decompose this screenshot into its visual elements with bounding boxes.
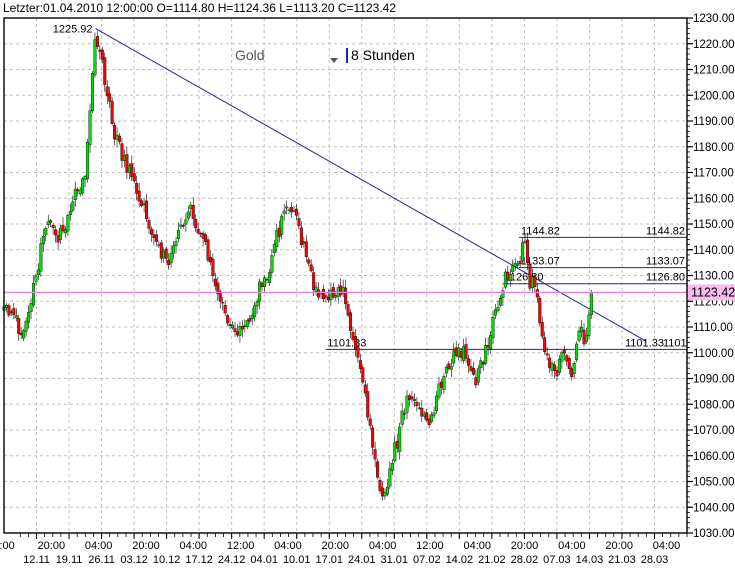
- svg-text:20:00: 20:00: [511, 540, 539, 552]
- svg-text:1170.00: 1170.00: [693, 168, 734, 180]
- svg-text:04:00: 04:00: [558, 540, 586, 552]
- svg-text:07.02: 07.02: [413, 554, 441, 566]
- svg-text:1101.33: 1101.33: [625, 337, 664, 349]
- svg-text:24.12: 24.12: [218, 554, 246, 566]
- svg-text:1160.00: 1160.00: [693, 193, 734, 205]
- svg-text:04:00: 04:00: [463, 540, 491, 552]
- svg-text:12.11: 12.11: [23, 554, 50, 566]
- svg-text:1101.33: 1101.33: [327, 337, 366, 349]
- svg-text:1144.82: 1144.82: [646, 225, 685, 237]
- svg-text:14.03: 14.03: [576, 554, 604, 566]
- svg-text:1190.00: 1190.00: [693, 116, 734, 128]
- svg-text:1133.07: 1133.07: [646, 256, 685, 268]
- svg-text:04:00: 04:00: [180, 540, 208, 552]
- svg-text:1110.00: 1110.00: [693, 322, 733, 334]
- svg-text:04:00: 04:00: [85, 540, 113, 552]
- svg-text:28.02: 28.02: [511, 554, 539, 566]
- svg-text:07.03: 07.03: [543, 554, 571, 566]
- svg-text:1080.00: 1080.00: [693, 399, 735, 411]
- svg-text:04:00: 04:00: [369, 540, 397, 552]
- svg-text:04.01: 04.01: [250, 554, 278, 566]
- svg-text:1050.00: 1050.00: [693, 477, 735, 489]
- svg-text:1030.00: 1030.00: [693, 528, 735, 540]
- svg-text:1060.00: 1060.00: [693, 451, 735, 463]
- svg-text:21.02: 21.02: [478, 554, 506, 566]
- svg-text:20:00: 20:00: [321, 540, 349, 552]
- svg-text:12:00: 12:00: [227, 540, 255, 552]
- svg-text:24.01: 24.01: [348, 554, 376, 566]
- svg-text:14.02: 14.02: [446, 554, 474, 566]
- svg-text:1230.00: 1230.00: [693, 13, 735, 25]
- svg-text:1101: 1101: [663, 337, 687, 349]
- svg-text:20:00: 20:00: [38, 540, 66, 552]
- svg-text:1130.00: 1130.00: [693, 271, 734, 283]
- svg-text:1144.82: 1144.82: [521, 225, 560, 237]
- svg-text:1126.80: 1126.80: [646, 272, 685, 284]
- svg-text:21.03: 21.03: [608, 554, 636, 566]
- svg-text:1210.00: 1210.00: [693, 65, 735, 77]
- svg-text:1070.00: 1070.00: [693, 425, 735, 437]
- svg-text:17.12: 17.12: [185, 554, 213, 566]
- svg-text:12:00: 12:00: [416, 540, 444, 552]
- svg-text:26.11: 26.11: [88, 554, 115, 566]
- svg-text:1225.92: 1225.92: [53, 24, 93, 36]
- svg-text:31.01: 31.01: [381, 554, 409, 566]
- svg-text:28.03: 28.03: [641, 554, 669, 566]
- svg-text:1220.00: 1220.00: [693, 39, 735, 51]
- svg-text:04:00: 04:00: [653, 540, 681, 552]
- svg-text:1100.00: 1100.00: [693, 348, 734, 360]
- svg-text:19.11: 19.11: [56, 554, 83, 566]
- svg-text:20:00: 20:00: [605, 540, 633, 552]
- svg-text:1200.00: 1200.00: [693, 90, 735, 102]
- svg-text:1150.00: 1150.00: [693, 219, 734, 231]
- svg-text:10.01: 10.01: [283, 554, 311, 566]
- svg-text:10.12: 10.12: [153, 554, 181, 566]
- svg-text:1040.00: 1040.00: [693, 502, 735, 514]
- svg-text:1090.00: 1090.00: [693, 374, 735, 386]
- svg-text:1180.00: 1180.00: [693, 142, 734, 154]
- svg-text:17.01: 17.01: [315, 554, 343, 566]
- svg-text:1123.42: 1123.42: [691, 285, 735, 299]
- svg-text:04:00: 04:00: [274, 540, 302, 552]
- svg-text:1140.00: 1140.00: [693, 245, 734, 257]
- svg-text:03.12: 03.12: [120, 554, 148, 566]
- svg-text:20:00: 20:00: [132, 540, 160, 552]
- svg-text:0:00: 0:00: [0, 540, 15, 552]
